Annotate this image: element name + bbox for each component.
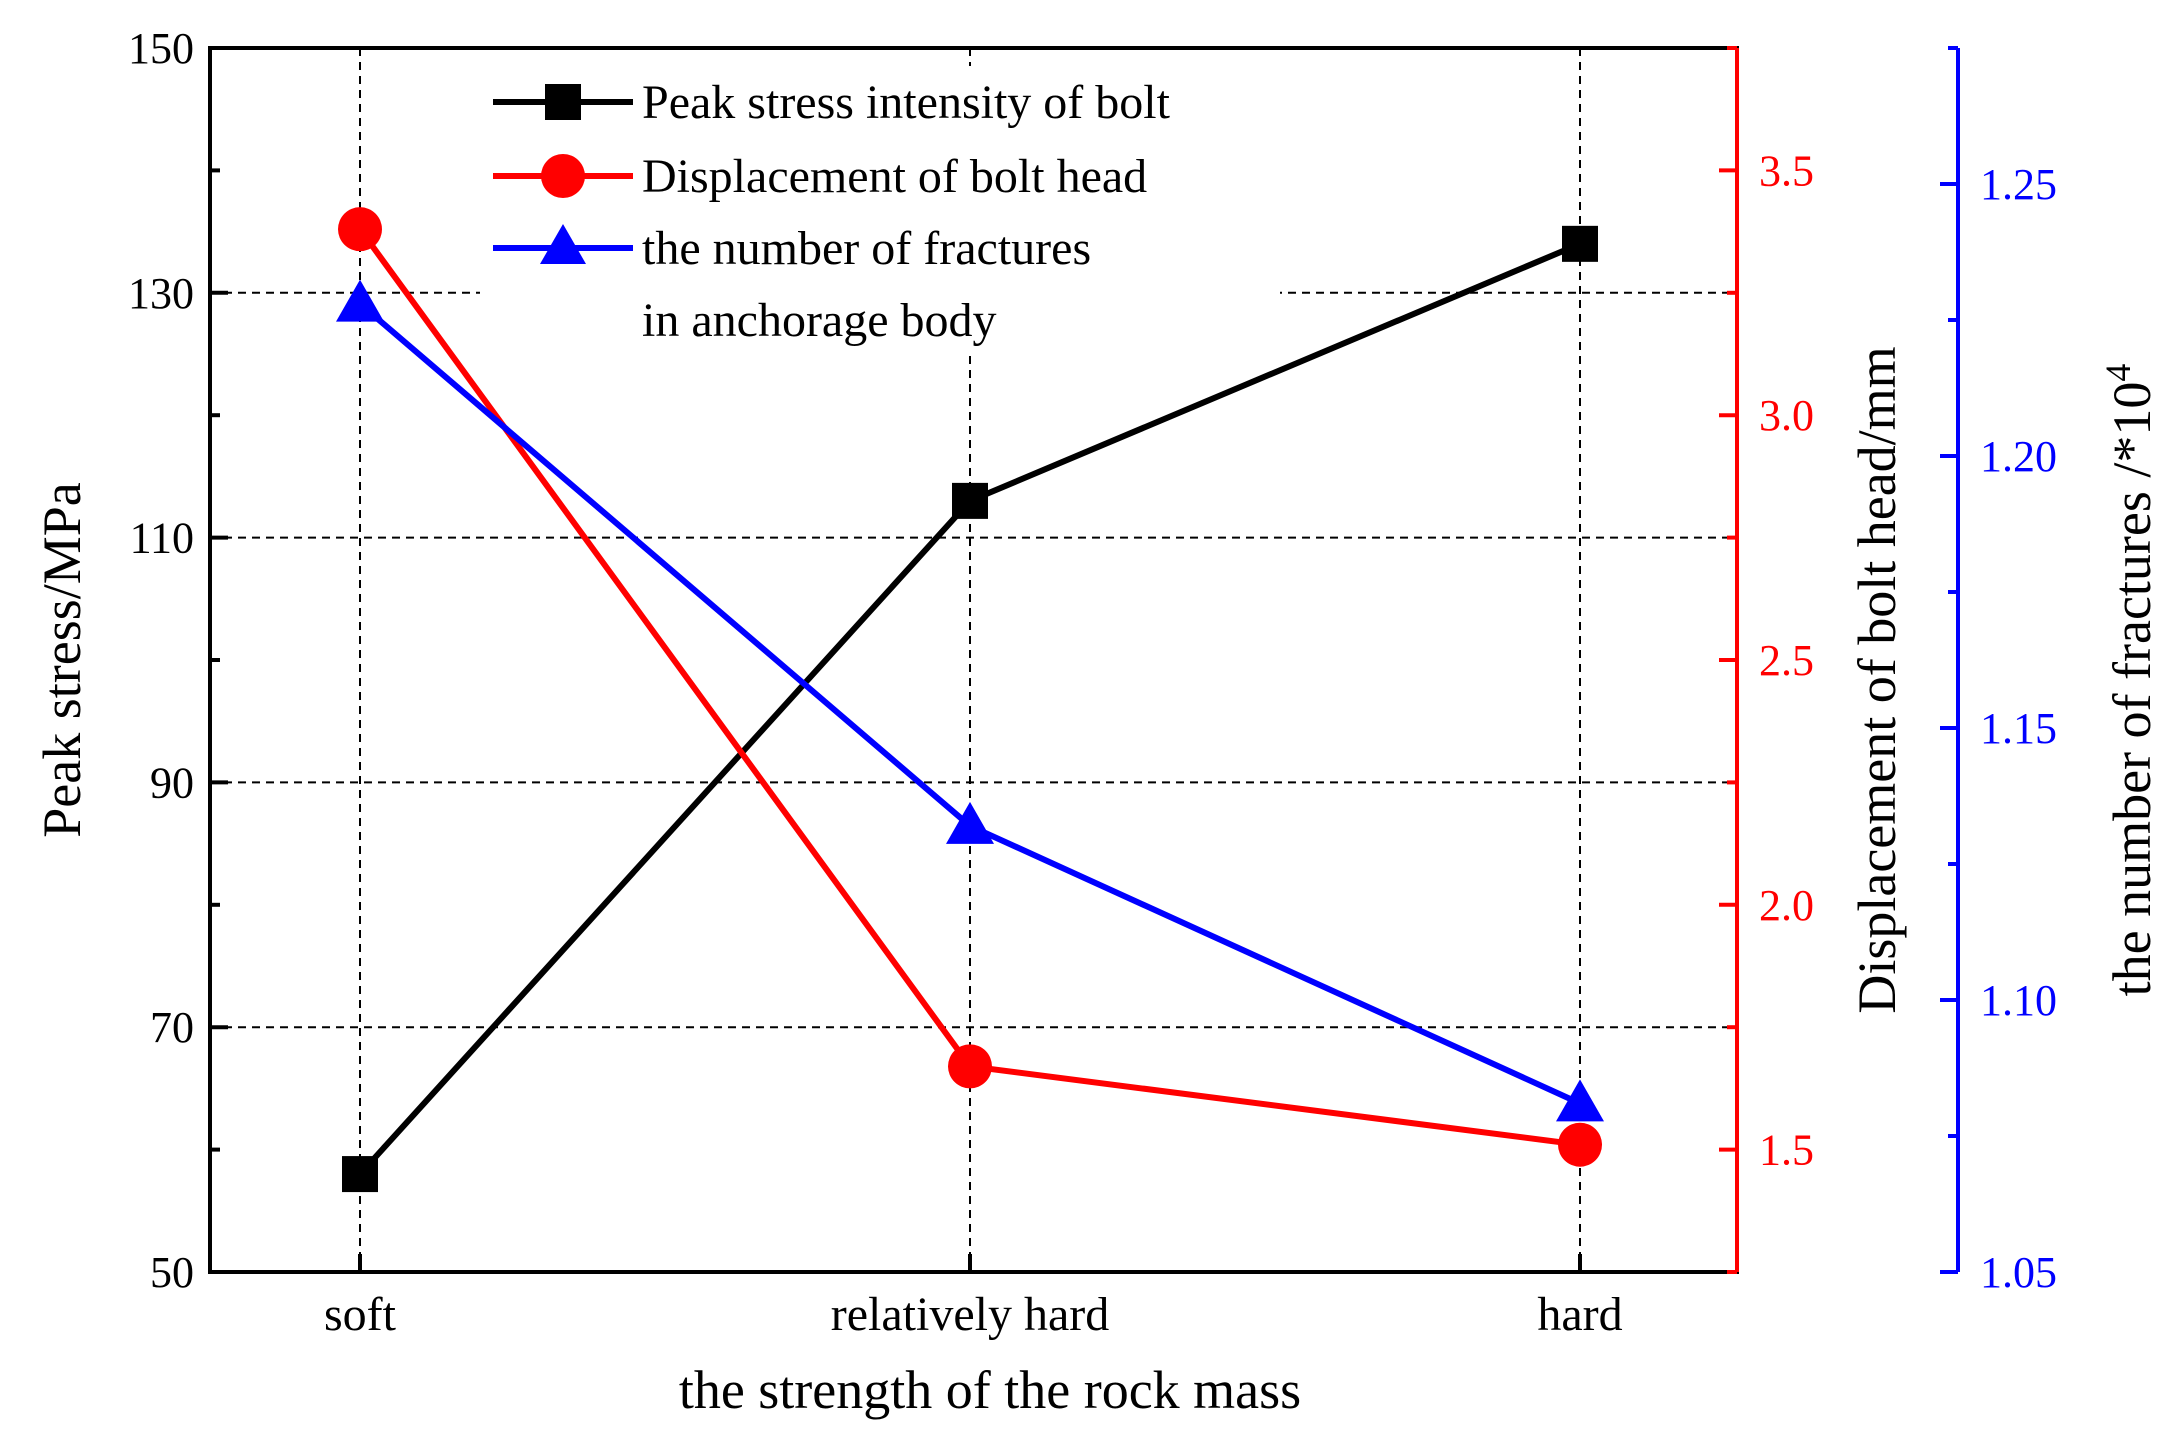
right1-tick-label: 1.5: [1759, 1126, 1814, 1175]
gridlines: [210, 48, 1737, 1272]
right1-tick-label: 2.0: [1759, 881, 1814, 930]
x-tick-label: soft: [324, 1288, 397, 1341]
right2-tick-label: 1.10: [1980, 976, 2057, 1025]
left-axis-title: Peak stress/MPa: [32, 482, 92, 838]
legend-marker-triangle: [540, 224, 586, 264]
right2-tick-label: 1.05: [1980, 1248, 2057, 1297]
series-line-triangle: [358, 301, 1582, 1107]
data-series: [336, 207, 1604, 1193]
data-point-triangle: [946, 801, 994, 844]
data-point-circle: [338, 207, 382, 252]
legend-label-stress: Peak stress intensity of bolt: [642, 76, 1171, 129]
left-tick-label: 110: [130, 514, 194, 563]
right1-tick-label: 2.5: [1759, 636, 1814, 685]
data-point-square: [342, 1156, 378, 1193]
legend-background: [480, 66, 1280, 356]
data-point-triangle: [1556, 1079, 1604, 1122]
legend-label-displacement: Displacement of bolt head: [642, 150, 1147, 203]
data-point-square: [1562, 225, 1598, 262]
fractures-axis-title-sup: 4: [2098, 364, 2138, 382]
x-axis-title: the strength of the rock mass: [679, 1360, 1301, 1420]
right2-tick-label: 1.20: [1980, 432, 2057, 481]
x-tick-label: hard: [1537, 1288, 1622, 1341]
legend-label-fractures-line2: in anchorage body: [642, 294, 997, 347]
fractures-axis-title: the number of fractures /*104: [2098, 364, 2162, 997]
right1-tick-label: 3.5: [1759, 146, 1814, 195]
data-point-circle: [948, 1044, 992, 1089]
legend: Peak stress intensity of bolt Displaceme…: [493, 76, 1171, 347]
fractures-axis-title-main: the number of fractures /*10: [2102, 382, 2162, 997]
right2-tick-label: 1.15: [1980, 704, 2057, 753]
left-tick-label: 70: [150, 1003, 194, 1052]
data-point-square: [952, 482, 988, 519]
x-tick-label: relatively hard: [831, 1288, 1110, 1341]
right2-tick-label: 1.25: [1980, 160, 2057, 209]
data-point-circle: [1558, 1122, 1602, 1167]
left-tick-label: 50: [150, 1248, 194, 1297]
data-point-triangle: [336, 279, 384, 322]
left-tick-label: 130: [128, 269, 194, 318]
legend-marker-square: [545, 84, 581, 120]
left-tick-label: 90: [150, 758, 194, 807]
right1-tick-label: 3.0: [1759, 391, 1814, 440]
displacement-axis-title: Displacement of bolt head/mm: [1847, 346, 1907, 1013]
legend-marker-circle: [541, 154, 585, 198]
left-tick-label: 150: [128, 24, 194, 73]
legend-label-fractures: the number of fractures: [642, 222, 1091, 275]
axis-ticks: 50 70 90 110 130 150 1.5 2.0 2.5 3.0 3.5 1.05 1.10 1.…: [128, 24, 2057, 1341]
